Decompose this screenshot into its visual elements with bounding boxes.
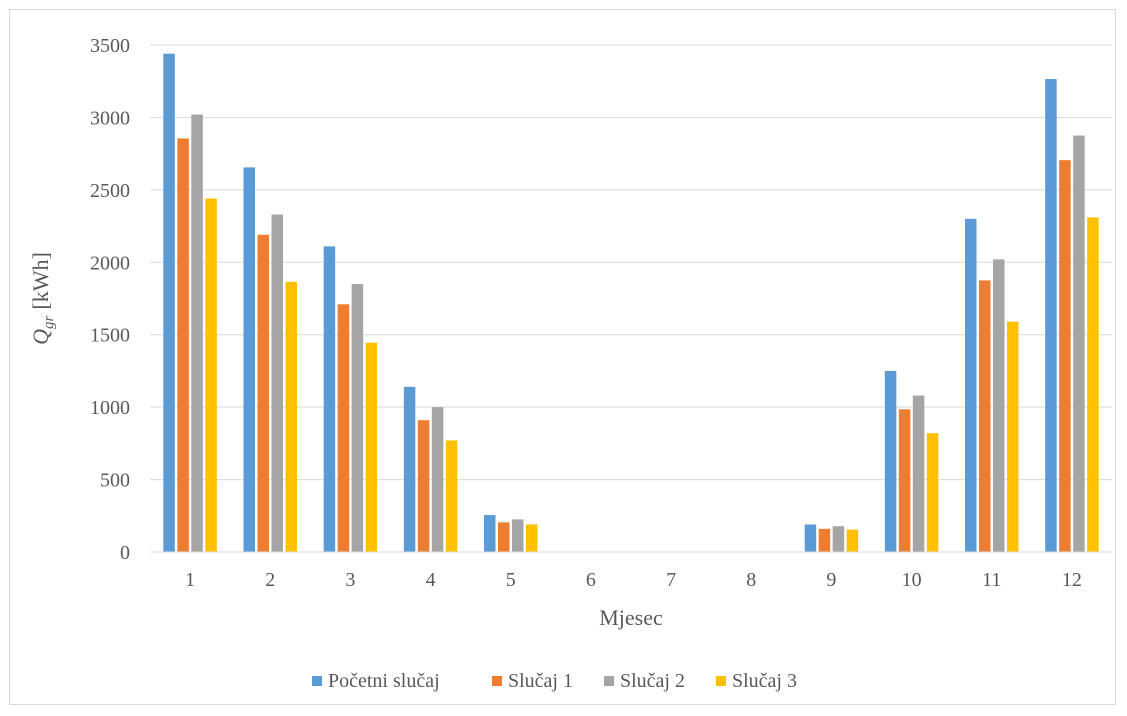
bar xyxy=(1045,79,1057,552)
bar xyxy=(431,407,444,552)
bar xyxy=(351,284,364,552)
bar xyxy=(526,524,538,552)
x-tick-label: 5 xyxy=(506,569,516,591)
y-axis-unit: [kWh] xyxy=(28,252,53,309)
bar xyxy=(512,519,524,552)
y-axis-subscript: gr xyxy=(41,315,57,329)
y-axis-symbol: Q xyxy=(28,329,53,345)
bar xyxy=(1007,321,1019,552)
legend-label: Slučaj 3 xyxy=(732,670,797,692)
bar xyxy=(191,114,203,552)
bar xyxy=(484,515,496,552)
x-tick-label: 11 xyxy=(982,569,1001,591)
legend-swatch xyxy=(716,676,726,686)
y-tick-label: 0 xyxy=(120,542,130,564)
bars xyxy=(163,53,1099,553)
bar xyxy=(163,53,175,552)
y-tick-label: 2500 xyxy=(90,180,130,202)
x-tick-label: 3 xyxy=(345,569,355,591)
legend-swatch xyxy=(604,676,614,686)
bar xyxy=(337,304,350,552)
legend-swatch xyxy=(492,676,502,686)
y-tick-label: 3500 xyxy=(90,35,130,57)
y-axis-ticks: 0 500 1000 1500 2000 2500 3000 3500 xyxy=(90,35,130,564)
bar xyxy=(846,529,859,552)
bar xyxy=(818,528,831,552)
bar xyxy=(403,386,416,552)
bar xyxy=(323,246,336,552)
bar xyxy=(498,522,510,552)
bar xyxy=(898,409,911,552)
x-tick-label: 1 xyxy=(185,569,195,591)
x-tick-label: 2 xyxy=(265,569,275,591)
bar xyxy=(257,234,269,552)
legend-label: Početni slučaj xyxy=(328,670,440,692)
bar xyxy=(979,280,991,552)
bar xyxy=(445,440,458,552)
bar xyxy=(365,342,378,552)
bar xyxy=(912,395,925,552)
gridlines xyxy=(150,44,1112,481)
bar xyxy=(884,370,897,552)
x-tick-label: 12 xyxy=(1062,569,1082,591)
bar xyxy=(285,281,297,552)
x-tick-label: 6 xyxy=(586,569,596,591)
bar xyxy=(1073,135,1085,553)
bar xyxy=(271,214,283,553)
y-tick-label: 2000 xyxy=(90,252,130,274)
y-axis-title: Qgr [kWh] xyxy=(28,252,57,345)
bar xyxy=(926,433,939,552)
bar xyxy=(243,167,255,552)
x-tick-label: 7 xyxy=(666,569,676,591)
legend-swatch xyxy=(312,676,322,686)
x-axis-title: Mjesec xyxy=(599,605,663,630)
y-tick-label: 500 xyxy=(100,470,130,492)
bar xyxy=(177,138,189,552)
legend: Početni slučaj Slučaj 1 Slučaj 2 Slučaj 3 xyxy=(312,670,797,692)
y-tick-label: 1000 xyxy=(90,397,130,419)
bar xyxy=(205,198,217,552)
bar xyxy=(993,259,1005,552)
x-tick-label: 8 xyxy=(746,569,756,591)
x-axis-ticks: 1 2 3 4 5 6 7 8 9 10 11 12 xyxy=(185,569,1082,591)
y-tick-label: 3000 xyxy=(90,107,130,129)
bar xyxy=(1087,217,1099,552)
x-tick-label: 10 xyxy=(902,569,922,591)
bar xyxy=(417,420,430,552)
y-tick-label: 1500 xyxy=(90,325,130,347)
bar xyxy=(804,524,817,552)
bar xyxy=(1059,160,1071,552)
bar xyxy=(832,526,845,552)
bar xyxy=(965,218,977,553)
x-tick-label: 4 xyxy=(426,569,436,591)
legend-label: Slučaj 1 xyxy=(508,670,573,692)
legend-label: Slučaj 2 xyxy=(620,670,685,692)
x-tick-label: 9 xyxy=(826,569,836,591)
